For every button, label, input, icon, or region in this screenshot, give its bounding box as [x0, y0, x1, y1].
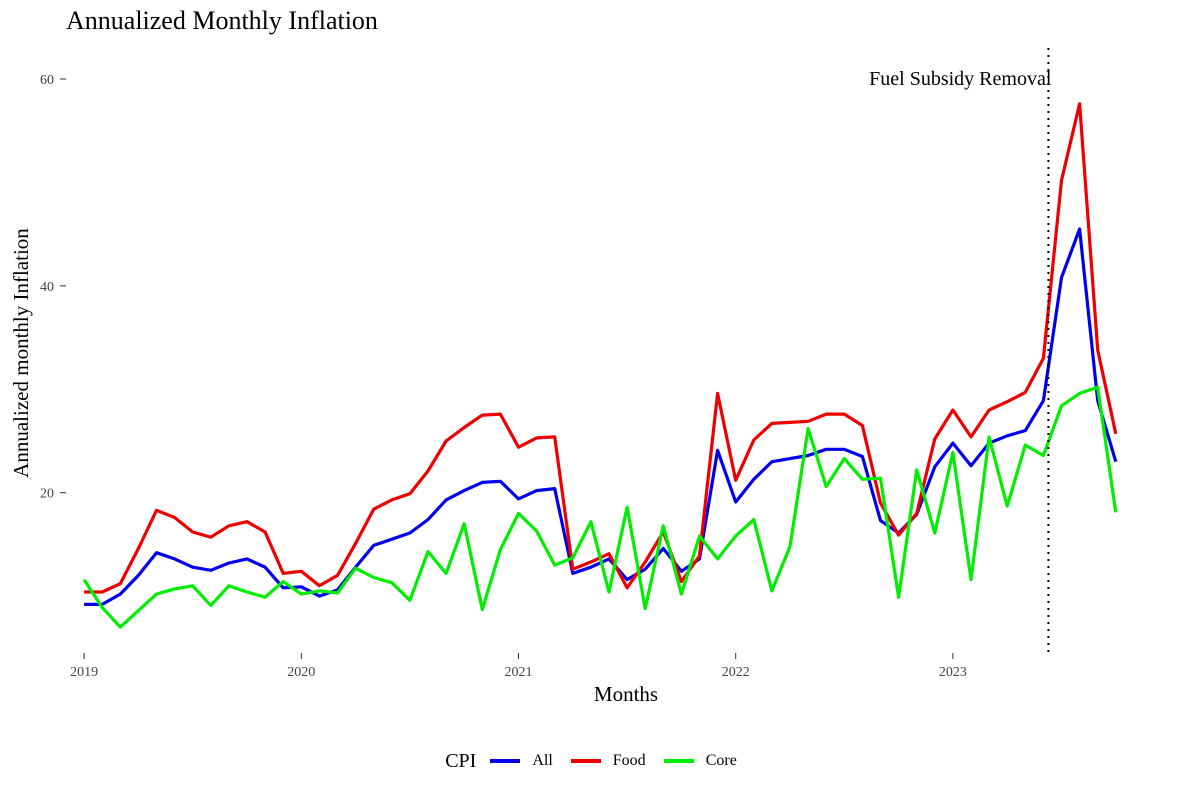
legend: CPI All Food Core [0, 744, 1200, 778]
legend-label-core: Core [705, 752, 737, 769]
legend-item-all: All [490, 752, 553, 770]
legend-item-food: Food [570, 752, 646, 770]
x-tick-label-2019: 2019 [70, 665, 98, 680]
y-tick-label-60: 60 [40, 73, 54, 88]
legend-item-core: Core [663, 752, 737, 770]
legend-key-all [490, 759, 521, 763]
legend-label-food: Food [612, 752, 646, 769]
x-tick-label-2021: 2021 [505, 665, 533, 680]
legend-key-food [570, 759, 601, 763]
y-tick-label-40: 40 [40, 280, 54, 295]
y-axis: 20 40 60 [40, 73, 66, 502]
y-axis-title: Annualized monthly Inflation [9, 228, 33, 478]
series-lines [82, 102, 1118, 629]
annotation-group: Fuel Subsidy Removal [869, 48, 1052, 653]
series-line-all [84, 227, 1118, 607]
chart-title: Annualized Monthly Inflation [66, 6, 378, 35]
legend-key-core [663, 759, 694, 763]
legend-label-all: All [532, 752, 553, 769]
x-axis: 2019 2020 2021 2022 2023 [70, 653, 967, 680]
annotation-label: Fuel Subsidy Removal [869, 68, 1052, 90]
series-line-core [82, 385, 1118, 629]
x-axis-title: Months [594, 682, 658, 706]
x-tick-label-2020: 2020 [287, 665, 315, 680]
legend-title: CPI [445, 749, 477, 772]
x-tick-label-2023: 2023 [939, 665, 967, 680]
x-tick-label-2022: 2022 [722, 665, 750, 680]
y-tick-label-20: 20 [40, 487, 54, 502]
